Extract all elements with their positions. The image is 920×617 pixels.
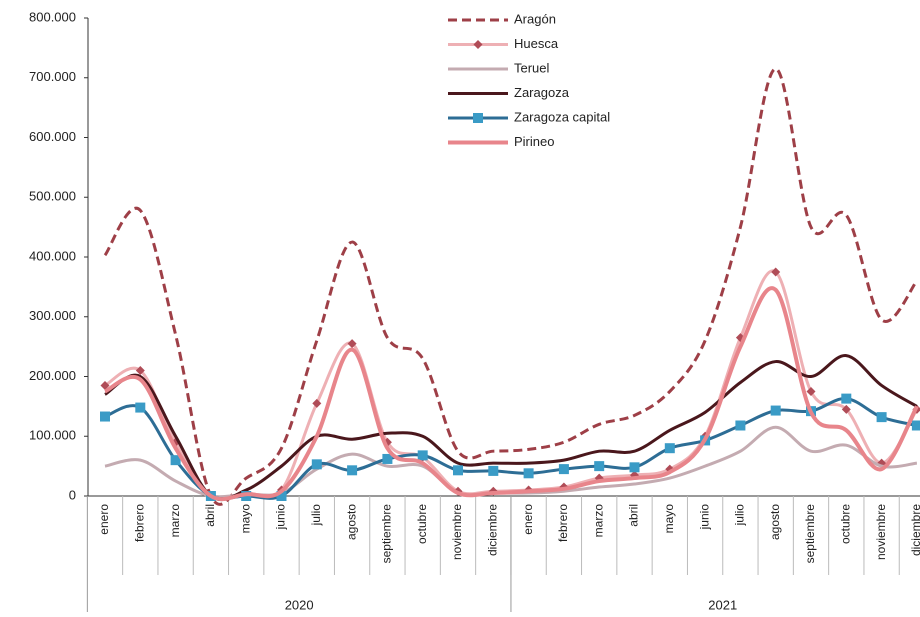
- marker: [473, 40, 483, 49]
- marker: [594, 461, 605, 472]
- x-tick-label: enero: [521, 504, 535, 535]
- x-tick-label: abril: [203, 504, 217, 527]
- x-tick-label: noviembre: [450, 504, 464, 560]
- marker: [347, 465, 358, 476]
- x-tick-label: noviembre: [874, 504, 888, 560]
- marker: [911, 420, 920, 431]
- series: [100, 393, 920, 501]
- marker: [417, 450, 428, 461]
- x-tick-label: junio: [697, 504, 711, 531]
- x-tick-label: junio: [274, 504, 288, 531]
- y-tick-label: 800.000: [29, 9, 76, 24]
- y-tick-label: 200.000: [29, 368, 76, 383]
- marker: [664, 443, 675, 454]
- y-tick-label: 400.000: [29, 248, 76, 263]
- legend-label: Teruel: [514, 60, 550, 75]
- x-tick-label: mayo: [662, 504, 676, 534]
- x-tick-label: septiembre: [380, 504, 394, 564]
- y-tick-label: 300.000: [29, 308, 76, 323]
- y-tick-label: 600.000: [29, 129, 76, 144]
- marker: [135, 366, 145, 376]
- y-tick-label: 500.000: [29, 189, 76, 204]
- x-tick-label: septiembre: [803, 504, 817, 564]
- x-tick-label: enero: [97, 504, 111, 535]
- marker: [488, 465, 499, 476]
- marker: [100, 380, 110, 390]
- marker: [523, 468, 534, 479]
- marker: [735, 420, 746, 431]
- x-tick-label: febrero: [132, 504, 146, 542]
- series: [104, 286, 919, 502]
- y-tick-label: 0: [69, 487, 76, 502]
- x-tick-label: febrero: [556, 504, 570, 542]
- marker: [629, 462, 640, 473]
- marker: [135, 402, 146, 413]
- line: [104, 354, 918, 502]
- legend-label: Aragón: [514, 11, 556, 26]
- legend-label: Huesca: [514, 36, 559, 51]
- line: [104, 286, 919, 502]
- marker: [771, 267, 781, 277]
- x-tick-label: marzo: [168, 504, 182, 538]
- x-tick-label: julio: [309, 504, 323, 527]
- x-tick-label: agosto: [768, 504, 782, 540]
- group-label: 2020: [285, 597, 314, 612]
- series: [104, 354, 918, 502]
- legend-label: Pirineo: [514, 134, 554, 149]
- line: [104, 269, 919, 501]
- marker: [558, 464, 569, 475]
- x-tick-label: diciembre: [909, 504, 920, 556]
- marker: [841, 393, 852, 404]
- marker: [311, 459, 322, 470]
- legend-label: Zaragoza capital: [514, 109, 610, 124]
- marker: [841, 404, 851, 414]
- y-tick-label: 700.000: [29, 69, 76, 84]
- x-tick-label: diciembre: [485, 504, 499, 556]
- y-tick-label: 100.000: [29, 428, 76, 443]
- marker: [276, 491, 287, 501]
- marker: [806, 386, 816, 396]
- x-tick-label: octubre: [838, 504, 852, 544]
- group-label: 2021: [708, 597, 737, 612]
- marker: [100, 411, 110, 422]
- marker: [382, 453, 393, 464]
- marker: [170, 455, 181, 466]
- marker: [876, 412, 887, 423]
- x-tick-label: julio: [733, 504, 747, 527]
- x-tick-label: abril: [627, 504, 641, 527]
- series: [100, 267, 920, 501]
- marker: [347, 339, 357, 349]
- legend-label: Zaragoza: [514, 85, 570, 100]
- line: [104, 397, 918, 501]
- marker: [453, 465, 463, 476]
- x-tick-label: marzo: [591, 504, 605, 538]
- marker: [770, 405, 781, 416]
- x-tick-label: agosto: [344, 504, 358, 540]
- marker: [312, 398, 322, 408]
- x-tick-label: octubre: [415, 504, 429, 544]
- marker: [473, 113, 483, 123]
- x-tick-label: mayo: [238, 504, 252, 534]
